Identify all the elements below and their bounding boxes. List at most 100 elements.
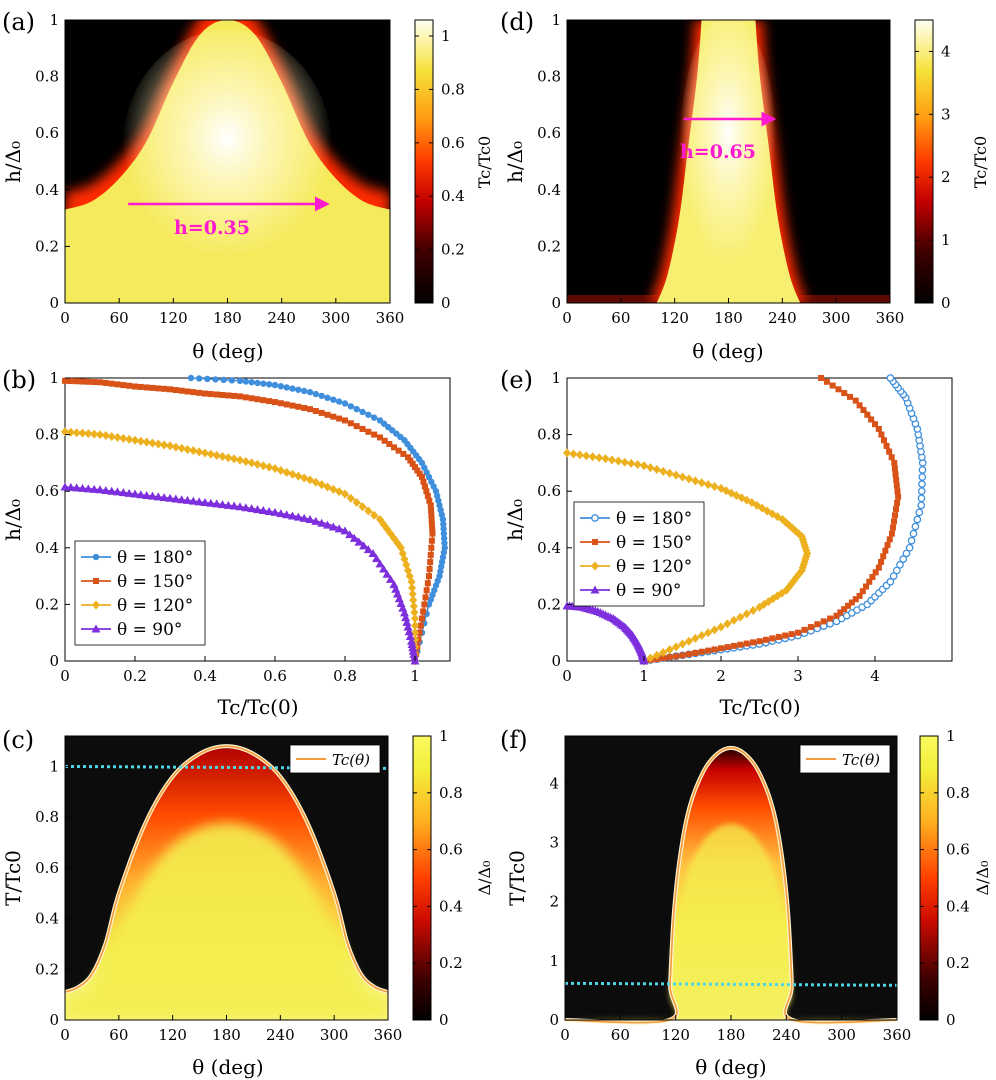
data-point — [607, 455, 616, 465]
x-tick-label: 4 — [870, 667, 880, 685]
data-point — [440, 530, 448, 537]
data-point — [421, 483, 428, 490]
legend-label: θ = 150° — [117, 572, 193, 592]
data-point — [213, 391, 220, 398]
panel-c-colorbar-label: Δ/Δ₀ — [475, 861, 494, 896]
panel-b-legend: θ = 180° θ = 150° θ = 120° θ = 90° — [74, 540, 206, 646]
data-point — [427, 551, 434, 558]
y-tick-label: 1 — [549, 952, 559, 970]
panel-f-colorbar-label: Δ/Δ₀ — [973, 861, 992, 896]
data-point — [204, 375, 211, 383]
data-point — [846, 393, 853, 400]
data-point — [411, 614, 419, 624]
data-point — [640, 461, 648, 471]
data-point — [395, 447, 402, 454]
colorbar-tick-label: 1 — [941, 231, 951, 249]
panel-f-xlabel: θ (deg) — [695, 1055, 766, 1079]
data-point — [915, 508, 924, 517]
data-point — [886, 374, 895, 382]
data-point — [265, 381, 273, 388]
data-point — [293, 512, 303, 521]
y-tick-label: 0 — [549, 1011, 559, 1029]
panel-f-x-ticks: 0 60 120 180 240 300 360 — [560, 1015, 911, 1044]
data-point — [917, 501, 926, 510]
data-point — [889, 572, 898, 580]
legend-label: θ = 120° — [616, 557, 692, 577]
panel-a-ylabel: h/Δ₀ — [1, 141, 25, 183]
data-point — [345, 530, 355, 539]
y-tick-label: 0.2 — [35, 595, 59, 613]
data-point — [218, 452, 227, 462]
data-point — [223, 500, 233, 509]
y-tick-label: 0.6 — [537, 482, 561, 500]
data-point — [416, 470, 423, 477]
data-point — [704, 628, 713, 638]
panel-f-colorbar: 0 0.2 0.4 0.6 0.8 1 — [919, 727, 970, 1029]
colorbar-tick-label: 1 — [441, 27, 451, 45]
data-point — [899, 555, 908, 563]
data-point — [666, 654, 673, 661]
x-tick-label: 360 — [374, 1026, 403, 1044]
data-point — [386, 574, 395, 583]
data-point — [717, 483, 725, 493]
data-point — [409, 653, 419, 662]
data-point — [428, 521, 435, 528]
data-point — [132, 383, 138, 390]
data-point — [352, 498, 361, 508]
x-tick-label: 0.8 — [333, 667, 357, 685]
panel-d-peak-glow — [680, 20, 776, 275]
data-point — [136, 436, 145, 446]
data-point — [349, 533, 359, 542]
data-point — [837, 609, 844, 616]
data-point — [300, 473, 309, 483]
data-point — [697, 478, 706, 488]
data-point — [184, 388, 191, 395]
data-point — [136, 490, 146, 499]
colorbar-tick-label: 0.4 — [946, 897, 970, 915]
data-point — [359, 541, 369, 550]
data-point — [894, 499, 901, 506]
data-point — [318, 409, 325, 416]
data-point — [404, 627, 414, 636]
data-point — [401, 613, 411, 622]
data-point — [323, 520, 332, 529]
data-point — [711, 646, 718, 653]
data-point — [426, 566, 433, 573]
data-point — [241, 503, 251, 512]
colorbar-tick-label: 0.6 — [441, 134, 465, 152]
data-point — [358, 502, 367, 512]
data-point — [130, 489, 140, 498]
data-point — [271, 464, 279, 474]
panel-f-legend-text: Tc(θ) — [842, 751, 880, 769]
data-point — [893, 482, 900, 489]
data-point — [704, 480, 713, 490]
data-point — [409, 460, 416, 467]
data-point — [242, 378, 250, 385]
panel-d-annotation: h=0.65 — [680, 141, 756, 163]
data-point — [845, 602, 852, 609]
legend-label: θ = 180° — [616, 509, 692, 529]
data-point — [428, 507, 435, 514]
data-point — [864, 411, 871, 418]
data-point — [421, 464, 428, 471]
panel-c-x-ticks: 0 60 120 180 240 300 360 — [60, 1015, 402, 1044]
data-point — [569, 449, 578, 459]
data-point — [408, 583, 417, 593]
panel-b-y-ticks: 0 0.2 0.4 0.6 0.8 1 — [35, 369, 70, 670]
panel-a-y-ticks: 0 0.2 0.4 0.6 0.8 1 — [35, 11, 70, 312]
x-tick-label: 120 — [660, 309, 689, 327]
colorbar-tick-label: 0.4 — [441, 187, 465, 205]
x-tick-label: 60 — [110, 309, 129, 327]
data-point — [402, 617, 412, 626]
data-point — [856, 592, 863, 599]
data-point — [429, 530, 436, 537]
data-point — [886, 536, 893, 543]
data-point — [66, 482, 76, 491]
data-point — [335, 398, 343, 405]
x-tick-label: 120 — [158, 1026, 187, 1044]
data-point — [306, 388, 314, 396]
data-point — [142, 437, 151, 447]
x-tick-label: 180 — [212, 1026, 241, 1044]
data-point — [737, 641, 744, 648]
data-point — [300, 387, 308, 395]
